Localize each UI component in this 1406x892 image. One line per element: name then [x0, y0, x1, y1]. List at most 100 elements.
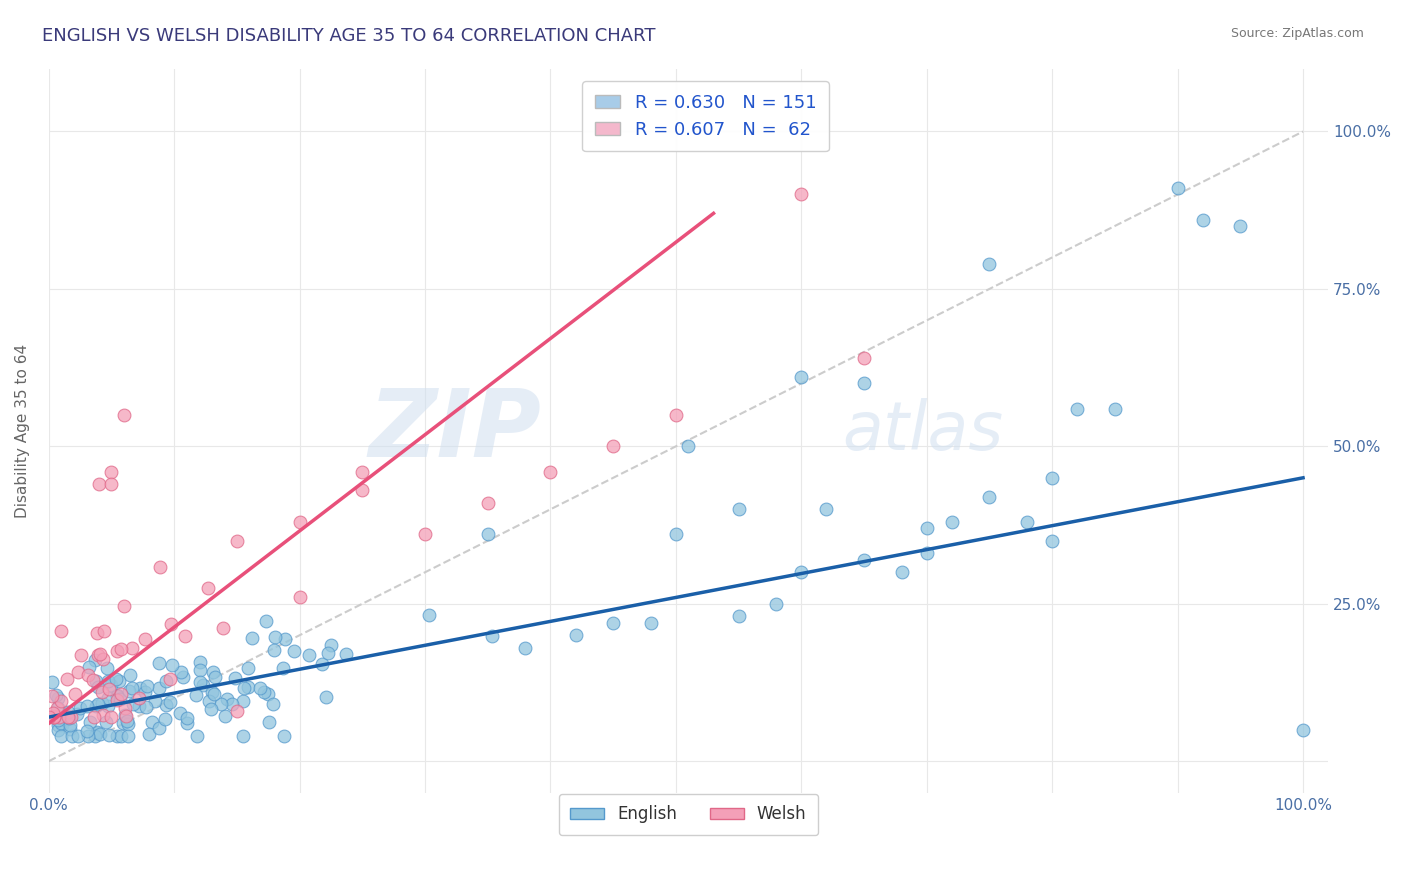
Point	[352, 483, 374, 498]
Point	[115, 714, 138, 728]
Point	[93, 624, 115, 639]
Text: Source: ZipAtlas.com: Source: ZipAtlas.com	[1230, 27, 1364, 40]
Point	[41, 689, 63, 703]
Point	[170, 665, 193, 679]
Point	[169, 706, 191, 720]
Point	[225, 533, 247, 548]
Point	[128, 698, 150, 713]
Point	[941, 515, 963, 529]
Point	[134, 685, 156, 699]
Point	[148, 681, 170, 696]
Point	[122, 698, 145, 712]
Point	[233, 681, 256, 696]
Point	[49, 729, 72, 743]
Point	[96, 660, 118, 674]
Point	[477, 496, 499, 510]
Point	[477, 527, 499, 541]
Point	[100, 678, 122, 692]
Point	[42, 710, 65, 724]
Point	[67, 729, 90, 743]
Point	[224, 671, 246, 685]
Point	[273, 729, 295, 743]
Point	[159, 672, 181, 686]
Point	[204, 670, 226, 684]
Point	[69, 701, 91, 715]
Point	[184, 689, 207, 703]
Point	[41, 675, 63, 690]
Point	[83, 710, 105, 724]
Point	[318, 646, 340, 660]
Point	[853, 351, 876, 366]
Point	[55, 672, 77, 686]
Point	[315, 690, 337, 704]
Point	[84, 698, 107, 713]
Point	[44, 710, 66, 724]
Point	[765, 597, 787, 611]
Point	[727, 609, 749, 624]
Point	[84, 729, 107, 743]
Point	[90, 685, 112, 699]
Point	[236, 680, 259, 694]
Point	[97, 673, 120, 688]
Point	[143, 694, 166, 708]
Point	[263, 643, 285, 657]
Point	[665, 527, 688, 541]
Point	[264, 630, 287, 644]
Point	[890, 566, 912, 580]
Point	[110, 729, 132, 743]
Point	[1104, 401, 1126, 416]
Point	[118, 667, 141, 681]
Point	[117, 729, 139, 743]
Point	[174, 629, 197, 643]
Point	[97, 698, 120, 713]
Point	[104, 672, 127, 686]
Point	[225, 704, 247, 718]
Y-axis label: Disability Age 35 to 64: Disability Age 35 to 64	[15, 343, 30, 517]
Point	[155, 673, 177, 688]
Point	[979, 257, 1001, 271]
Point	[110, 642, 132, 657]
Point	[46, 701, 69, 715]
Point	[66, 707, 89, 722]
Point	[262, 697, 284, 711]
Point	[105, 693, 128, 707]
Point	[42, 710, 65, 724]
Point	[49, 716, 72, 731]
Point	[201, 685, 224, 699]
Point	[564, 628, 586, 642]
Point	[198, 694, 221, 708]
Point	[153, 712, 176, 726]
Point	[215, 692, 238, 706]
Point	[56, 705, 79, 719]
Point	[135, 699, 157, 714]
Point	[118, 684, 141, 698]
Point	[44, 709, 66, 723]
Point	[481, 629, 503, 643]
Point	[271, 661, 294, 675]
Point	[117, 716, 139, 731]
Point	[201, 665, 224, 680]
Point	[176, 716, 198, 731]
Point	[84, 653, 107, 667]
Point	[240, 631, 263, 645]
Point	[311, 657, 333, 671]
Point	[253, 684, 276, 698]
Point	[159, 695, 181, 709]
Point	[283, 644, 305, 658]
Point	[186, 729, 208, 743]
Point	[91, 652, 114, 666]
Point	[46, 691, 69, 706]
Point	[915, 521, 938, 535]
Point	[49, 694, 72, 708]
Point	[134, 632, 156, 646]
Point	[128, 681, 150, 695]
Point	[790, 187, 813, 202]
Point	[149, 559, 172, 574]
Point	[56, 710, 79, 724]
Legend: English, Welsh: English, Welsh	[558, 794, 818, 835]
Point	[515, 640, 537, 655]
Point	[89, 647, 111, 661]
Point	[41, 706, 63, 721]
Point	[90, 696, 112, 710]
Point	[727, 502, 749, 516]
